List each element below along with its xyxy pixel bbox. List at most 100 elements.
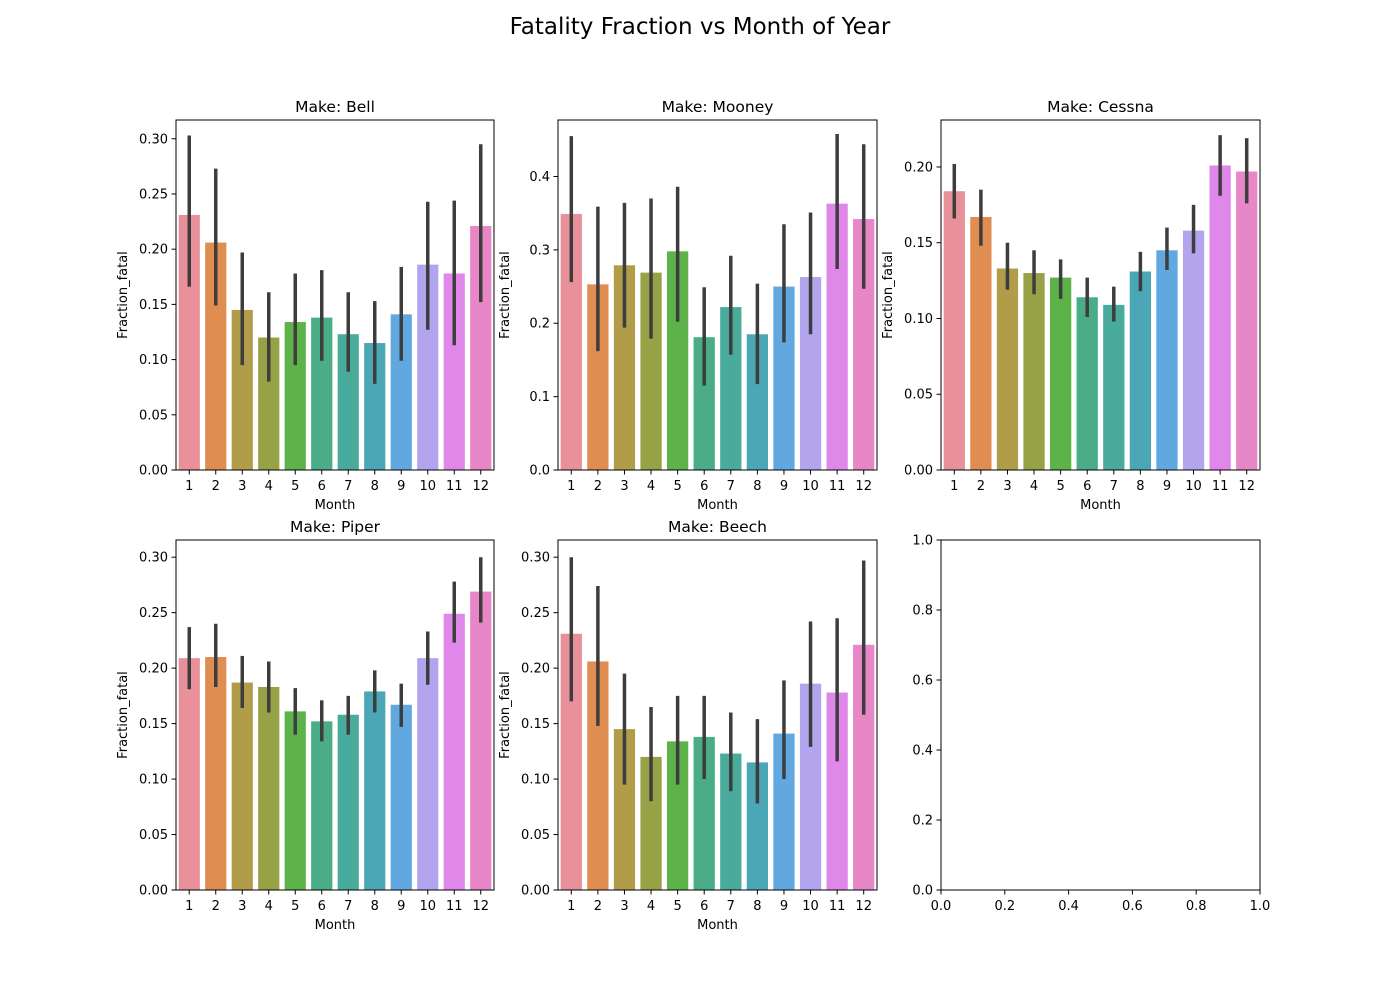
panel-6: 0.0 0.2 0.4 0.6 0.8 1.0 0.0 0.2 0.4 0.6 0.8 1.0 [912,534,1270,915]
bar [443,613,465,890]
bar [799,683,822,890]
x-tick-label: 8 [1136,479,1144,494]
y-tick-label: 0.00 [139,884,168,899]
bar [853,644,875,890]
x-tick-label: 5 [1056,479,1064,494]
bar [666,741,689,890]
axes-frame [940,119,1261,471]
x-tick-label: 4 [1030,479,1038,494]
bar [853,219,875,470]
y-tick-label: 0.4 [529,170,550,185]
bar [746,334,769,470]
x-tick-label: 0.4 [1058,899,1079,914]
x-tick-label: 9 [397,479,405,494]
bar [311,721,333,890]
x-tick-label: 9 [780,479,788,494]
panel-title: Make: Bell [295,98,375,116]
x-tick-label: 8 [371,899,379,914]
x-tick-label: 7 [1110,479,1118,494]
x-tick-label: 2 [212,479,220,494]
y-tick-label: 0.10 [139,353,168,368]
y-tick-label: 0.15 [521,717,550,732]
x-tick-label: 11 [829,899,846,914]
bar [826,692,848,890]
x-tick-label: 7 [344,479,352,494]
x-axis-label: Month [315,498,356,513]
y-tick-label: 0.0 [529,464,550,479]
bar [337,714,359,890]
x-tick-label: 4 [265,899,273,914]
panel-5: 1 2 3 4 5 6 7 8 9 10 11 120.000.050.100.150.200.250… [498,518,878,933]
y-tick-label: 0.05 [521,828,550,843]
bar [390,314,412,470]
x-tick-label: 10 [802,899,819,914]
y-tick-label: 0.2 [912,814,933,829]
y-tick-label: 0.10 [904,312,933,327]
x-tick-label: 12 [855,479,872,494]
x-tick-label: 4 [647,899,655,914]
y-tick-label: 0.20 [904,160,933,175]
x-tick-label: 6 [1083,479,1091,494]
y-tick-label: 0.20 [139,243,168,258]
x-tick-label: 7 [727,479,735,494]
y-tick-label: 0.00 [139,464,168,479]
y-tick-label: 0.05 [904,388,933,403]
bar [231,309,253,470]
y-axis-label: Fraction_fatal [498,251,513,339]
y-tick-label: 0.3 [529,243,550,258]
bar [1103,304,1125,470]
bar [205,657,227,890]
x-tick-label: 7 [344,899,352,914]
x-tick-label: 6 [700,899,708,914]
x-tick-label: 3 [620,479,628,494]
x-axis-label: Month [697,918,738,933]
y-tick-label: 0.30 [139,132,168,147]
axes-frame [940,539,1261,891]
x-tick-label: 6 [318,899,326,914]
bar [773,733,795,890]
bar [178,214,200,470]
x-tick-label: 3 [1003,479,1011,494]
bar [364,343,386,470]
x-tick-label: 10 [419,479,436,494]
bar [587,661,609,890]
x-tick-label: 0.6 [1122,899,1143,914]
x-tick-label: 12 [472,479,489,494]
y-tick-label: 0.30 [521,551,550,566]
bar [693,337,715,470]
x-tick-label: 0.8 [1186,899,1207,914]
bar [364,691,386,890]
x-tick-label: 5 [673,899,681,914]
bar [311,317,333,470]
y-tick-label: 0.10 [139,773,168,788]
x-tick-label: 12 [855,899,872,914]
x-tick-label: 1 [567,899,575,914]
y-tick-label: 0.25 [521,606,550,621]
y-tick-label: 0.30 [139,551,168,566]
y-tick-label: 0.0 [912,884,933,899]
y-tick-label: 0.25 [139,606,168,621]
bar [799,277,822,470]
bar [1209,165,1231,470]
y-tick-label: 1.0 [912,534,933,549]
x-tick-label: 11 [1212,479,1229,494]
x-tick-label: 2 [594,899,602,914]
x-tick-label: 6 [700,479,708,494]
x-tick-label: 5 [673,479,681,494]
bar [1182,230,1205,470]
x-tick-label: 2 [594,479,602,494]
y-tick-label: 0.00 [904,464,933,479]
axes-frame [557,539,878,891]
x-tick-label: 0.0 [931,899,952,914]
x-tick-label: 3 [620,899,628,914]
x-tick-label: 5 [291,479,299,494]
bar [640,272,662,470]
bar [337,334,359,470]
bar [390,704,412,890]
bar [1049,277,1072,470]
x-tick-label: 9 [397,899,405,914]
y-tick-label: 0.00 [521,884,550,899]
panel-title: Make: Cessna [1047,98,1154,116]
x-tick-label: 8 [753,899,761,914]
